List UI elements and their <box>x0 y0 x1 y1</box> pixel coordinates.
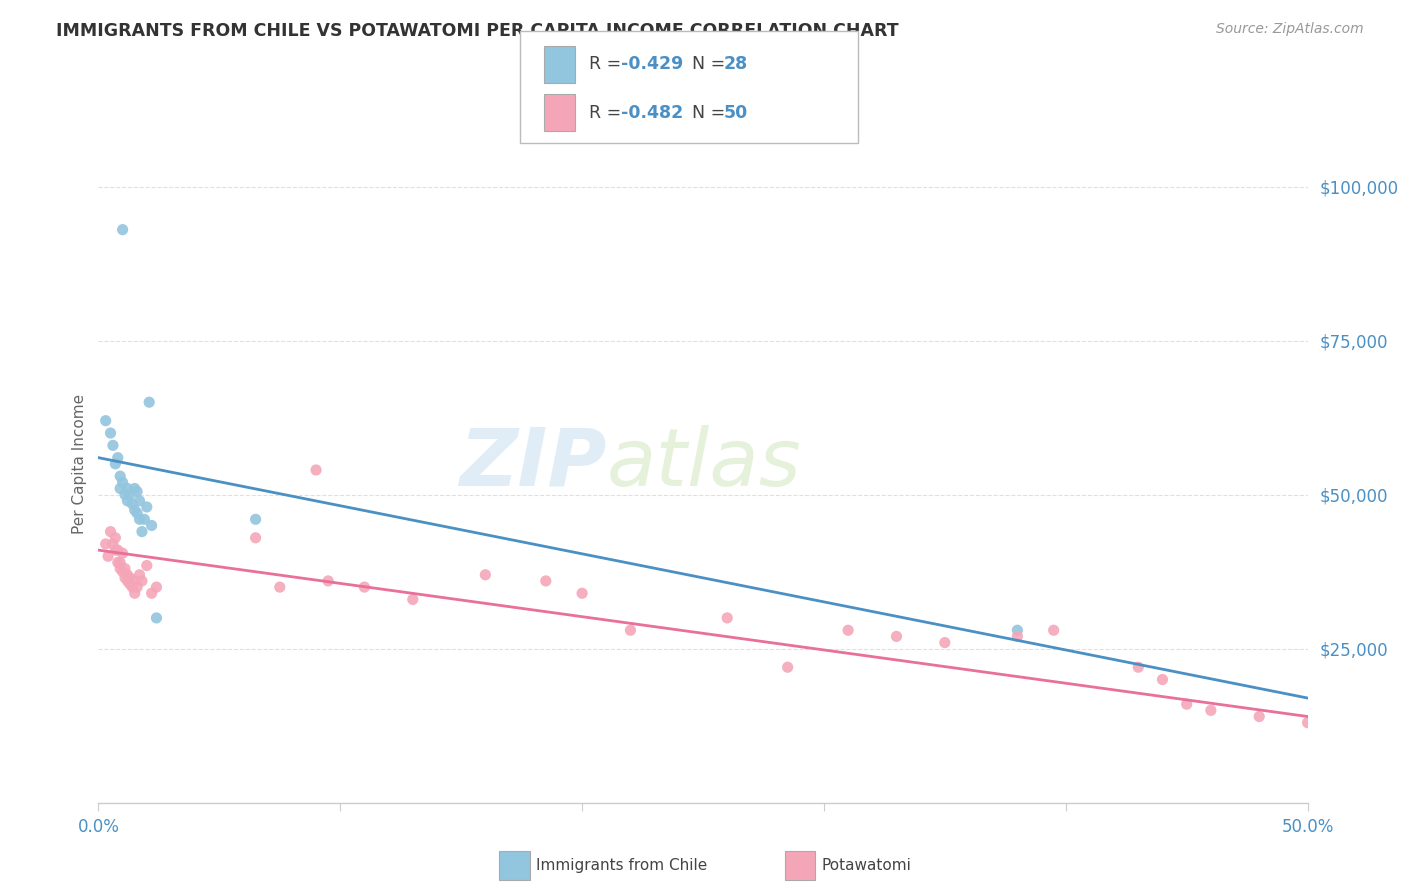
Point <box>131 574 153 588</box>
Point <box>138 395 160 409</box>
Point <box>128 567 150 582</box>
Point <box>127 506 149 520</box>
Point <box>534 574 557 588</box>
Point <box>402 592 425 607</box>
Point <box>1128 660 1150 674</box>
Text: Potawatomi: Potawatomi <box>821 858 911 872</box>
Point <box>124 503 146 517</box>
Point <box>108 561 131 575</box>
Point <box>124 574 146 588</box>
Point <box>104 457 127 471</box>
Point <box>1249 709 1271 723</box>
Point <box>716 611 738 625</box>
Point <box>128 512 150 526</box>
Point <box>1007 629 1029 643</box>
Point <box>1296 715 1319 730</box>
Point <box>121 497 143 511</box>
Point <box>245 531 267 545</box>
Point <box>128 493 150 508</box>
Point <box>104 531 127 545</box>
Point <box>316 574 339 588</box>
Point <box>118 488 141 502</box>
Point <box>107 556 129 570</box>
Point <box>114 488 136 502</box>
Point <box>145 611 167 625</box>
Point <box>245 512 267 526</box>
Point <box>127 484 149 499</box>
Point <box>269 580 291 594</box>
Text: -0.482: -0.482 <box>621 103 683 121</box>
Point <box>305 463 328 477</box>
Point <box>117 482 139 496</box>
Point <box>141 518 163 533</box>
Text: R =: R = <box>589 103 627 121</box>
Point <box>141 586 163 600</box>
Point <box>117 574 139 588</box>
Text: 28: 28 <box>724 55 748 73</box>
Point <box>114 571 136 585</box>
Text: Source: ZipAtlas.com: Source: ZipAtlas.com <box>1216 22 1364 37</box>
Point <box>127 580 149 594</box>
Point <box>114 561 136 575</box>
Point <box>107 543 129 558</box>
Point <box>131 524 153 539</box>
Point <box>111 475 134 490</box>
Point <box>118 577 141 591</box>
Point <box>1007 624 1029 638</box>
Point <box>886 629 908 643</box>
Point <box>124 482 146 496</box>
Point <box>135 500 157 514</box>
Text: R =: R = <box>589 55 627 73</box>
Point <box>100 524 122 539</box>
Point <box>101 438 124 452</box>
Point <box>1175 697 1198 711</box>
Point <box>94 537 117 551</box>
Point <box>124 586 146 600</box>
Point <box>97 549 120 564</box>
Point <box>94 414 117 428</box>
Point <box>117 567 139 582</box>
Point <box>134 512 156 526</box>
Text: N =: N = <box>692 55 731 73</box>
Point <box>104 543 127 558</box>
Point <box>101 537 124 551</box>
Point <box>107 450 129 465</box>
Text: ZIP: ZIP <box>458 425 606 503</box>
Point <box>111 222 134 236</box>
Point <box>111 546 134 560</box>
Y-axis label: Per Capita Income: Per Capita Income <box>72 393 87 534</box>
Point <box>1042 624 1064 638</box>
Point <box>108 482 131 496</box>
Point <box>837 624 859 638</box>
Text: -0.429: -0.429 <box>621 55 683 73</box>
Text: 50: 50 <box>724 103 748 121</box>
Text: atlas: atlas <box>606 425 801 503</box>
Point <box>474 567 496 582</box>
Point <box>145 580 167 594</box>
Point <box>571 586 593 600</box>
Point <box>1152 673 1174 687</box>
Point <box>135 558 157 573</box>
Point <box>118 571 141 585</box>
Point <box>619 624 641 638</box>
Point <box>108 556 131 570</box>
Text: Immigrants from Chile: Immigrants from Chile <box>536 858 707 872</box>
Point <box>117 493 139 508</box>
Point <box>108 469 131 483</box>
Text: N =: N = <box>692 103 731 121</box>
Point <box>353 580 375 594</box>
Point <box>121 580 143 594</box>
Point <box>111 565 134 579</box>
Point <box>1199 703 1222 717</box>
Point <box>100 425 122 440</box>
Text: IMMIGRANTS FROM CHILE VS POTAWATOMI PER CAPITA INCOME CORRELATION CHART: IMMIGRANTS FROM CHILE VS POTAWATOMI PER … <box>56 22 898 40</box>
Point <box>934 635 956 649</box>
Point <box>776 660 799 674</box>
